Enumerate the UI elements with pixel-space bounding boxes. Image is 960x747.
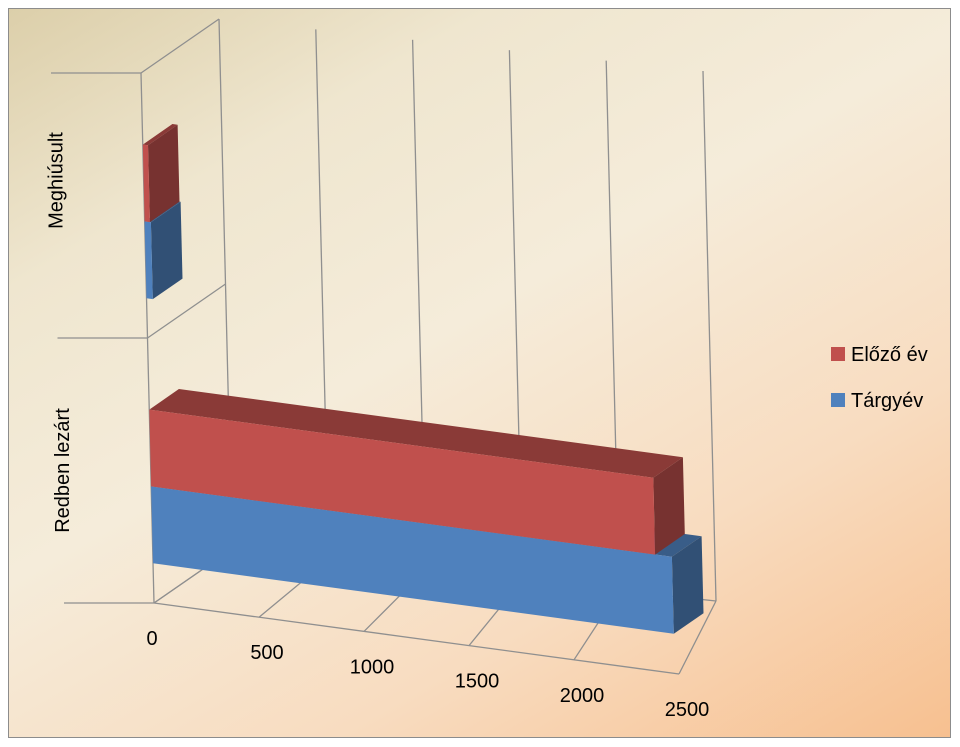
legend-swatch — [831, 347, 845, 361]
bar-side — [148, 124, 180, 223]
left-wall-line — [147, 283, 226, 339]
category-label: Redben lezárt — [52, 408, 74, 533]
legend-swatch — [831, 393, 845, 407]
chart-svg: 0 500 1000 1500 2000 2500 Meghiúsult Redben lez… — [45, 18, 928, 721]
x-tick-label: 1500 — [455, 671, 500, 693]
bar-side — [150, 201, 183, 300]
category-label: Meghiúsult — [45, 132, 67, 229]
bar-front — [142, 144, 150, 223]
bar-top — [142, 124, 178, 146]
labels: 0 500 1000 1500 2000 2500 Meghiúsult Redben lez… — [45, 132, 709, 721]
left-wall-line — [140, 18, 220, 74]
chart-area: 0 500 1000 1500 2000 2500 Meghiúsult Redben lez… — [8, 8, 951, 738]
x-tick-label: 500 — [250, 642, 283, 664]
bar-side — [653, 457, 685, 555]
x-tick-label: 2500 — [665, 699, 710, 721]
legend-label: Tárgyév — [851, 390, 923, 412]
bar-top — [149, 389, 683, 478]
floor-gridline — [678, 600, 717, 675]
x-tick-label: 1000 — [350, 656, 395, 678]
x-gridline — [702, 70, 717, 602]
x-tick-label: 0 — [146, 628, 157, 650]
bar-front — [144, 221, 153, 300]
bar-front — [149, 409, 656, 555]
bar-front — [151, 486, 674, 634]
x-axis-line — [153, 602, 680, 675]
legend: Előző év Tárgyév — [831, 344, 928, 412]
bar-Előző év-Redben lezárt — [149, 389, 685, 555]
bar-Előző év-Meghiúsult — [142, 124, 180, 223]
x-tick-label: 2000 — [560, 685, 605, 707]
bar-side — [671, 536, 704, 634]
legend-label: Előző év — [851, 344, 928, 366]
bars — [142, 124, 704, 634]
